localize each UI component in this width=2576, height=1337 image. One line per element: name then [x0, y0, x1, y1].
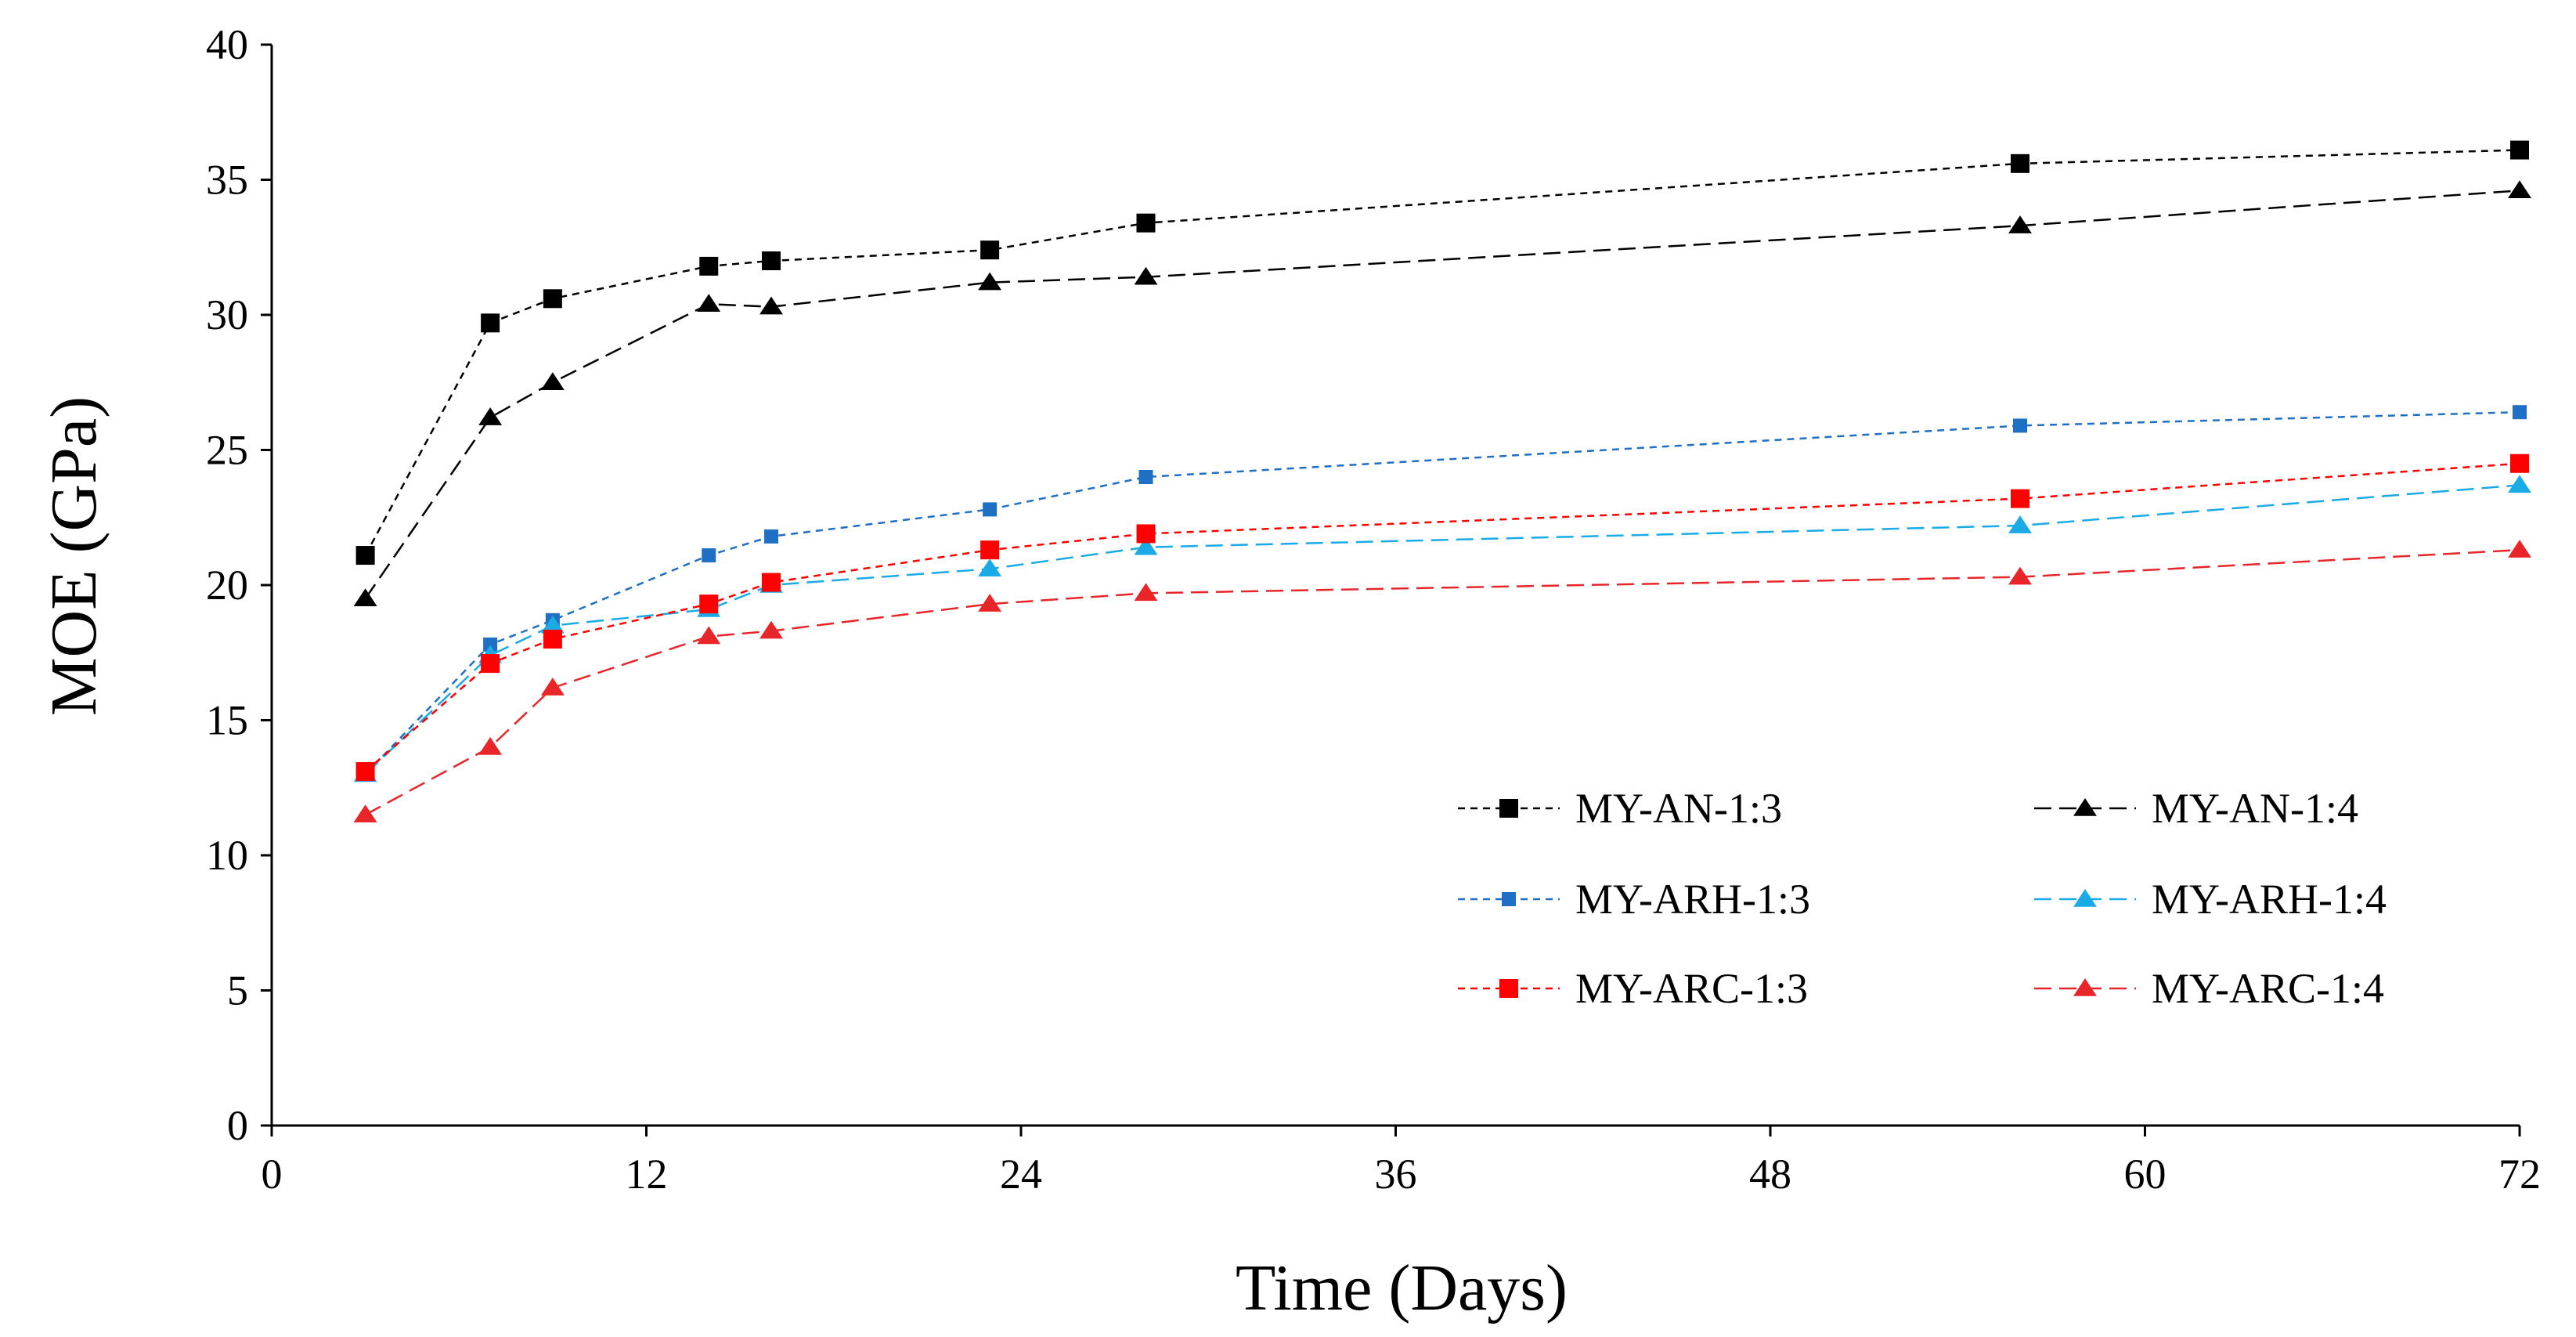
- data-point-marker: [2513, 405, 2527, 420]
- y-tick-label: 5: [227, 967, 248, 1014]
- y-tick-label: 0: [227, 1102, 248, 1149]
- x-tick-label: 12: [626, 1151, 668, 1198]
- data-point-marker: [1134, 266, 1158, 285]
- data-point-marker: [1499, 799, 1518, 818]
- series-layer: [353, 140, 2531, 822]
- series-line: [364, 462, 2520, 772]
- series-line: [365, 548, 2520, 816]
- data-point-marker: [481, 313, 500, 333]
- data-point-marker: [2073, 889, 2097, 907]
- y-tick-label: 40: [206, 21, 248, 68]
- data-point-marker: [1499, 979, 1518, 998]
- legend-item-MY-AN-1:4: MY-AN-1:4: [2034, 785, 2358, 832]
- series-line: [364, 410, 2520, 775]
- x-tick-label: 48: [1749, 1151, 1791, 1198]
- data-point-marker: [2073, 798, 2097, 816]
- data-point-marker: [2008, 515, 2032, 533]
- data-point-marker: [2508, 540, 2531, 558]
- data-point-marker: [978, 594, 1002, 612]
- legend-item-MY-ARH-1:3: MY-ARH-1:3: [1458, 876, 1810, 923]
- legend-label: MY-ARC-1:4: [2152, 965, 2384, 1012]
- data-point-marker: [2510, 453, 2529, 473]
- data-point-marker: [697, 294, 721, 312]
- x-tick-label: 36: [1375, 1151, 1417, 1198]
- y-tick-label: 35: [206, 157, 248, 204]
- legend-label: MY-ARH-1:4: [2152, 876, 2387, 923]
- data-point-marker: [759, 620, 783, 639]
- data-point-marker: [2011, 489, 2029, 508]
- data-point-marker: [2008, 215, 2032, 233]
- x-tick-label: 0: [262, 1151, 283, 1198]
- data-point-marker: [1136, 213, 1156, 233]
- data-point-marker: [702, 548, 716, 563]
- data-point-marker: [2073, 978, 2097, 996]
- data-point-marker: [978, 272, 1002, 291]
- data-point-marker: [762, 251, 781, 270]
- x-tick-label: 24: [1000, 1151, 1042, 1198]
- y-tick-label: 15: [206, 697, 248, 744]
- series-MY-ARC-1:4: [353, 540, 2531, 822]
- data-point-marker: [978, 558, 1002, 577]
- data-point-marker: [540, 372, 565, 390]
- y-tick-label: 10: [206, 832, 248, 879]
- data-point-marker: [983, 502, 998, 517]
- y-tick-label: 25: [206, 427, 248, 474]
- data-point-marker: [543, 630, 562, 649]
- data-point-marker: [759, 296, 783, 315]
- series-MY-ARH-1:3: [358, 405, 2527, 782]
- data-point-marker: [699, 594, 719, 614]
- x-tick-label: 60: [2124, 1151, 2167, 1198]
- data-point-marker: [1502, 892, 1516, 906]
- series-line: [364, 149, 2520, 556]
- data-point-marker: [764, 529, 778, 544]
- data-point-marker: [699, 256, 719, 276]
- data-point-marker: [2508, 475, 2531, 493]
- legend-label: MY-ARH-1:3: [1575, 876, 1810, 923]
- data-point-marker: [540, 678, 565, 696]
- data-point-marker: [980, 540, 1000, 560]
- legend-label: MY-AN-1:4: [2152, 785, 2358, 832]
- data-point-marker: [355, 762, 375, 782]
- data-point-marker: [478, 737, 503, 755]
- legend: MY-AN-1:3 MY-AN-1:4 MY-ARH-1:3 MY-ARH-1:4 MY…: [1458, 785, 2387, 1012]
- series-MY-ARC-1:3: [355, 453, 2529, 782]
- legend-label: MY-AN-1:3: [1575, 785, 1782, 832]
- y-tick-label: 30: [206, 291, 248, 338]
- data-point-marker: [353, 588, 377, 606]
- data-point-marker: [2508, 180, 2531, 199]
- data-point-marker: [478, 407, 503, 425]
- data-point-marker: [543, 289, 562, 309]
- y-tick-label: 20: [206, 562, 248, 609]
- data-point-marker: [762, 573, 781, 592]
- data-point-marker: [1138, 470, 1153, 484]
- data-point-marker: [2011, 154, 2029, 173]
- data-point-marker: [481, 654, 500, 674]
- series-MY-AN-1:4: [353, 180, 2531, 606]
- series-MY-AN-1:3: [355, 140, 2529, 566]
- x-axis-title: Time (Days): [1236, 1252, 1568, 1324]
- series-line: [364, 484, 2520, 775]
- x-tick-label: 72: [2498, 1151, 2541, 1198]
- data-point-marker: [980, 240, 1000, 260]
- data-point-marker: [2013, 418, 2027, 433]
- data-point-marker: [697, 626, 721, 645]
- legend-item-MY-AN-1:3: MY-AN-1:3: [1458, 785, 1782, 832]
- data-point-marker: [483, 637, 498, 652]
- data-point-marker: [355, 546, 375, 566]
- legend-item-MY-ARH-1:4: MY-ARH-1:4: [2034, 876, 2387, 923]
- legend-item-MY-ARC-1:4: MY-ARC-1:4: [2034, 965, 2384, 1012]
- data-point-marker: [353, 804, 377, 822]
- data-point-marker: [540, 615, 565, 634]
- y-axis-title: MOE (GPa): [38, 396, 110, 716]
- data-point-marker: [2510, 140, 2529, 160]
- series-line: [364, 190, 2520, 599]
- data-point-marker: [1134, 537, 1158, 555]
- data-point-marker: [2008, 566, 2032, 585]
- legend-label: MY-ARC-1:3: [1575, 965, 1808, 1012]
- legend-item-MY-ARC-1:3: MY-ARC-1:3: [1458, 965, 1808, 1012]
- data-point-marker: [1134, 583, 1158, 602]
- axes: 0 5 10 15 20 25 30 35 40 0 12 24 36 48 60 72: [206, 21, 2541, 1198]
- data-point-marker: [1136, 524, 1156, 544]
